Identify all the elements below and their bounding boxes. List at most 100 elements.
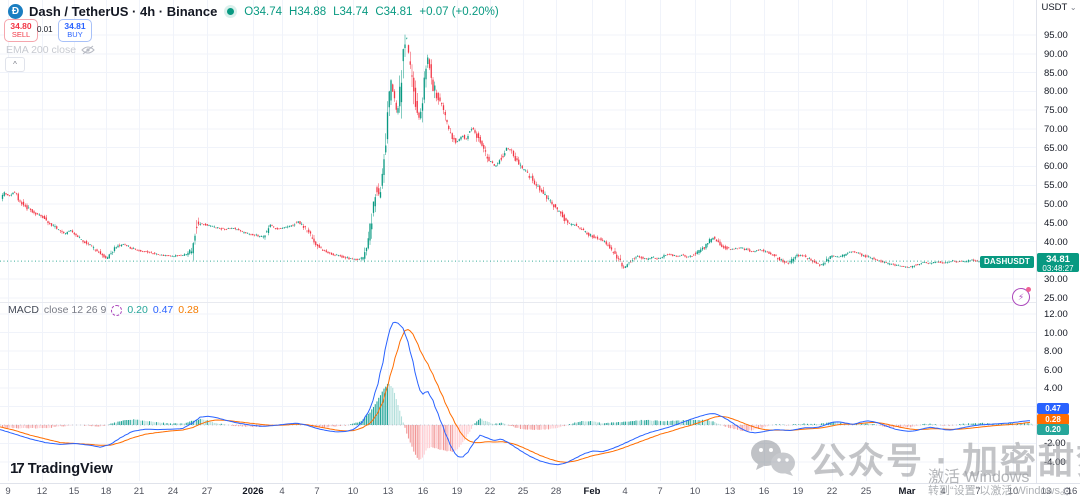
price-tick-label: 60.00 <box>1044 161 1068 172</box>
ema-indicator-label[interactable]: EMA 200 close <box>6 44 77 56</box>
buy-label: BUY <box>67 30 83 40</box>
time-tick-label: 22 <box>826 486 838 497</box>
time-tick-label: Mar <box>898 486 916 497</box>
price-tick-label: 25.00 <box>1044 293 1068 304</box>
price-tick-label: 75.00 <box>1044 105 1068 116</box>
time-tick-label: 13 <box>382 486 394 497</box>
pane-separator[interactable] <box>0 302 1080 303</box>
price-axis[interactable]: USDT ⌄ 95.00 90.00 85.00 80.00 75.00 70.00 65.… <box>1036 0 1080 483</box>
current-price-badge: 34.81 03:48:27 <box>1037 253 1079 272</box>
tradingview-logo[interactable]: 17 TradingView <box>10 460 113 477</box>
buy-price: 34.81 <box>64 21 86 32</box>
macd-params: close 12 26 9 <box>43 304 107 316</box>
time-tick-label: 4 <box>940 486 946 497</box>
chevron-up-icon: ^ <box>13 60 17 69</box>
macd-axis-badge: 0.20 <box>1037 424 1069 435</box>
macd-title[interactable]: MACD <box>8 304 39 316</box>
collapse-legend-button[interactable]: ^ <box>5 57 25 72</box>
time-tick-label: 12 <box>36 486 48 497</box>
macd-axis-badge: 0.28 <box>1037 413 1069 425</box>
macd-tick-label: 10.00 <box>1044 328 1068 339</box>
macd-tick-label: 4.00 <box>1044 383 1063 394</box>
price-tick-label: 65.00 <box>1044 143 1068 154</box>
macd-axis-badge: 0.47 <box>1037 403 1069 414</box>
macd-indicator-legend: MACD close 12 26 9 0.20 0.47 0.28 <box>8 304 199 316</box>
ohlc-values: O34.74 H34.88 L34.74 C34.81 +0.07 (+0.20… <box>244 6 498 18</box>
lightning-icon: ⚡ <box>1017 291 1025 302</box>
axis-settings-gear-icon[interactable]: ⚙ <box>1062 486 1072 498</box>
currency-dropdown[interactable]: USDT ⌄ <box>1037 2 1080 13</box>
currency-label: USDT <box>1041 2 1068 13</box>
time-tick-label: 16 <box>417 486 429 497</box>
ohlc-change: +0.07 (+0.20%) <box>419 5 499 18</box>
time-tick-label: 13 <box>724 486 736 497</box>
ema-indicator-legend: EMA 200 close <box>6 44 95 56</box>
sell-price: 34.80 <box>10 21 32 32</box>
chevron-down-icon: ⌄ <box>1069 3 1077 12</box>
macd-signal-value: 0.28 <box>178 304 199 316</box>
price-tick-label: 70.00 <box>1044 124 1068 135</box>
time-tick-label: 10 <box>689 486 701 497</box>
price-tick-label: 80.00 <box>1044 86 1068 97</box>
spread-value: 0.01 <box>37 25 53 34</box>
time-tick-label: 19 <box>451 486 463 497</box>
time-tick-label: 9 <box>5 486 11 497</box>
price-tick-label: 85.00 <box>1044 68 1068 79</box>
time-axis[interactable]: ⚙ 9 12 15 18 21 24 27 2026 4 7 10 13 16 19 22 25 28 Feb 4 7… <box>0 483 1080 499</box>
sell-button[interactable]: 34.80 SELL <box>4 19 38 42</box>
sell-label: SELL <box>11 30 31 40</box>
time-tick-label: 24 <box>167 486 179 497</box>
market-status-icon <box>227 8 235 15</box>
tradingview-logo-text: TradingView <box>27 460 113 477</box>
price-tick-label: 50.00 <box>1044 199 1068 210</box>
time-tick-label: 10 <box>347 486 359 497</box>
symbol-title[interactable]: Dash / TetherUS · 4h · Binance <box>29 4 218 19</box>
macd-tick-label: 12.00 <box>1044 309 1068 320</box>
time-tick-label: 15 <box>68 486 80 497</box>
macd-tick-label: -4.00 <box>1044 457 1066 468</box>
time-tick-label: 25 <box>860 486 872 497</box>
loading-spinner-icon <box>111 304 123 316</box>
time-tick-label: 13 <box>1040 486 1052 497</box>
time-tick-label: 7 <box>314 486 320 497</box>
tradingview-mark-icon: 17 <box>10 460 25 477</box>
symbol-header: Ð Dash / TetherUS · 4h · Binance O34.74 … <box>8 4 499 19</box>
time-tick-label: 19 <box>792 486 804 497</box>
price-tick-label: 55.00 <box>1044 180 1068 191</box>
macd-tick-label: 8.00 <box>1044 346 1063 357</box>
boost-button[interactable]: ⚡ <box>1012 287 1031 306</box>
time-tick-label: 7 <box>975 486 981 497</box>
eye-hidden-icon[interactable] <box>81 45 95 55</box>
time-tick-label: 27 <box>201 486 213 497</box>
symbol-price-line-label: DASHUSDT <box>979 256 1034 268</box>
ohlc-low: L34.74 <box>333 5 369 18</box>
macd-tick-label: -2.00 <box>1044 438 1066 449</box>
time-tick-label: 4 <box>279 486 285 497</box>
time-tick-label: 16 <box>758 486 770 497</box>
ohlc-close: C34.81 <box>375 5 413 18</box>
time-tick-label: 7 <box>657 486 663 497</box>
price-tick-label: 30.00 <box>1044 274 1068 285</box>
macd-line-value: 0.47 <box>152 304 174 316</box>
time-tick-label: 22 <box>484 486 496 497</box>
bar-countdown: 03:48:27 <box>1042 263 1074 273</box>
time-tick-label: 16 <box>1066 486 1078 497</box>
ohlc-open: O34.74 <box>244 5 283 18</box>
current-price: 34.81 <box>1046 254 1070 265</box>
time-tick-label: 28 <box>550 486 562 497</box>
dash-coin-icon: Ð <box>8 4 23 19</box>
ohlc-high: H34.88 <box>289 5 327 18</box>
time-tick-label: 4 <box>622 486 628 497</box>
macd-tick-label: 6.00 <box>1044 365 1063 376</box>
macd-hist-value: 0.20 <box>127 304 148 316</box>
time-tick-label: Feb <box>583 486 601 497</box>
notification-dot <box>1026 287 1031 292</box>
buy-button[interactable]: 34.81 BUY <box>58 19 92 42</box>
price-tick-label: 90.00 <box>1044 49 1068 60</box>
price-tick-label: 95.00 <box>1044 30 1068 41</box>
time-tick-label: 10 <box>1007 486 1019 497</box>
time-tick-label: 21 <box>133 486 145 497</box>
time-tick-label: 2026 <box>242 486 264 497</box>
